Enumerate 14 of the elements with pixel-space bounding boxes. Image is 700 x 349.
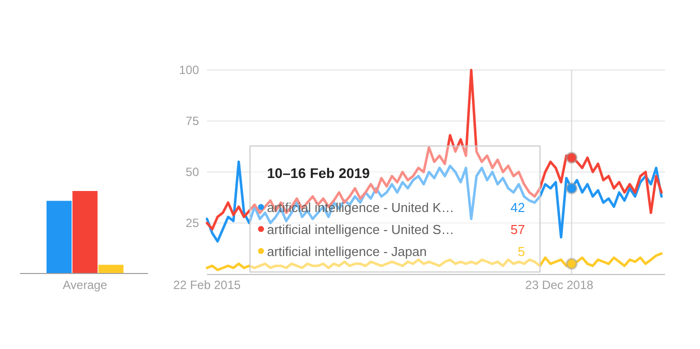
y-tick-label: 50 [186,165,200,179]
legend-label: artificial intelligence - Japan [267,244,427,259]
x-tick-label: 22 Feb 2015 [173,278,242,292]
x-tick-label: 23 Dec 2018 [525,278,594,292]
annotation: 5 [518,244,525,259]
annotation: 42 [510,200,525,215]
y-tick-label: 100 [178,63,200,77]
annotation: 57 [510,222,525,237]
legend-label: artificial intelligence - United S… [267,222,454,237]
x-tick-label: Average [62,278,108,292]
y-tick-label: 25 [186,216,200,230]
line-series [206,160,663,243]
annotation: 10–16 Feb 2019 [267,165,370,181]
y-tick-label: 75 [186,114,200,128]
